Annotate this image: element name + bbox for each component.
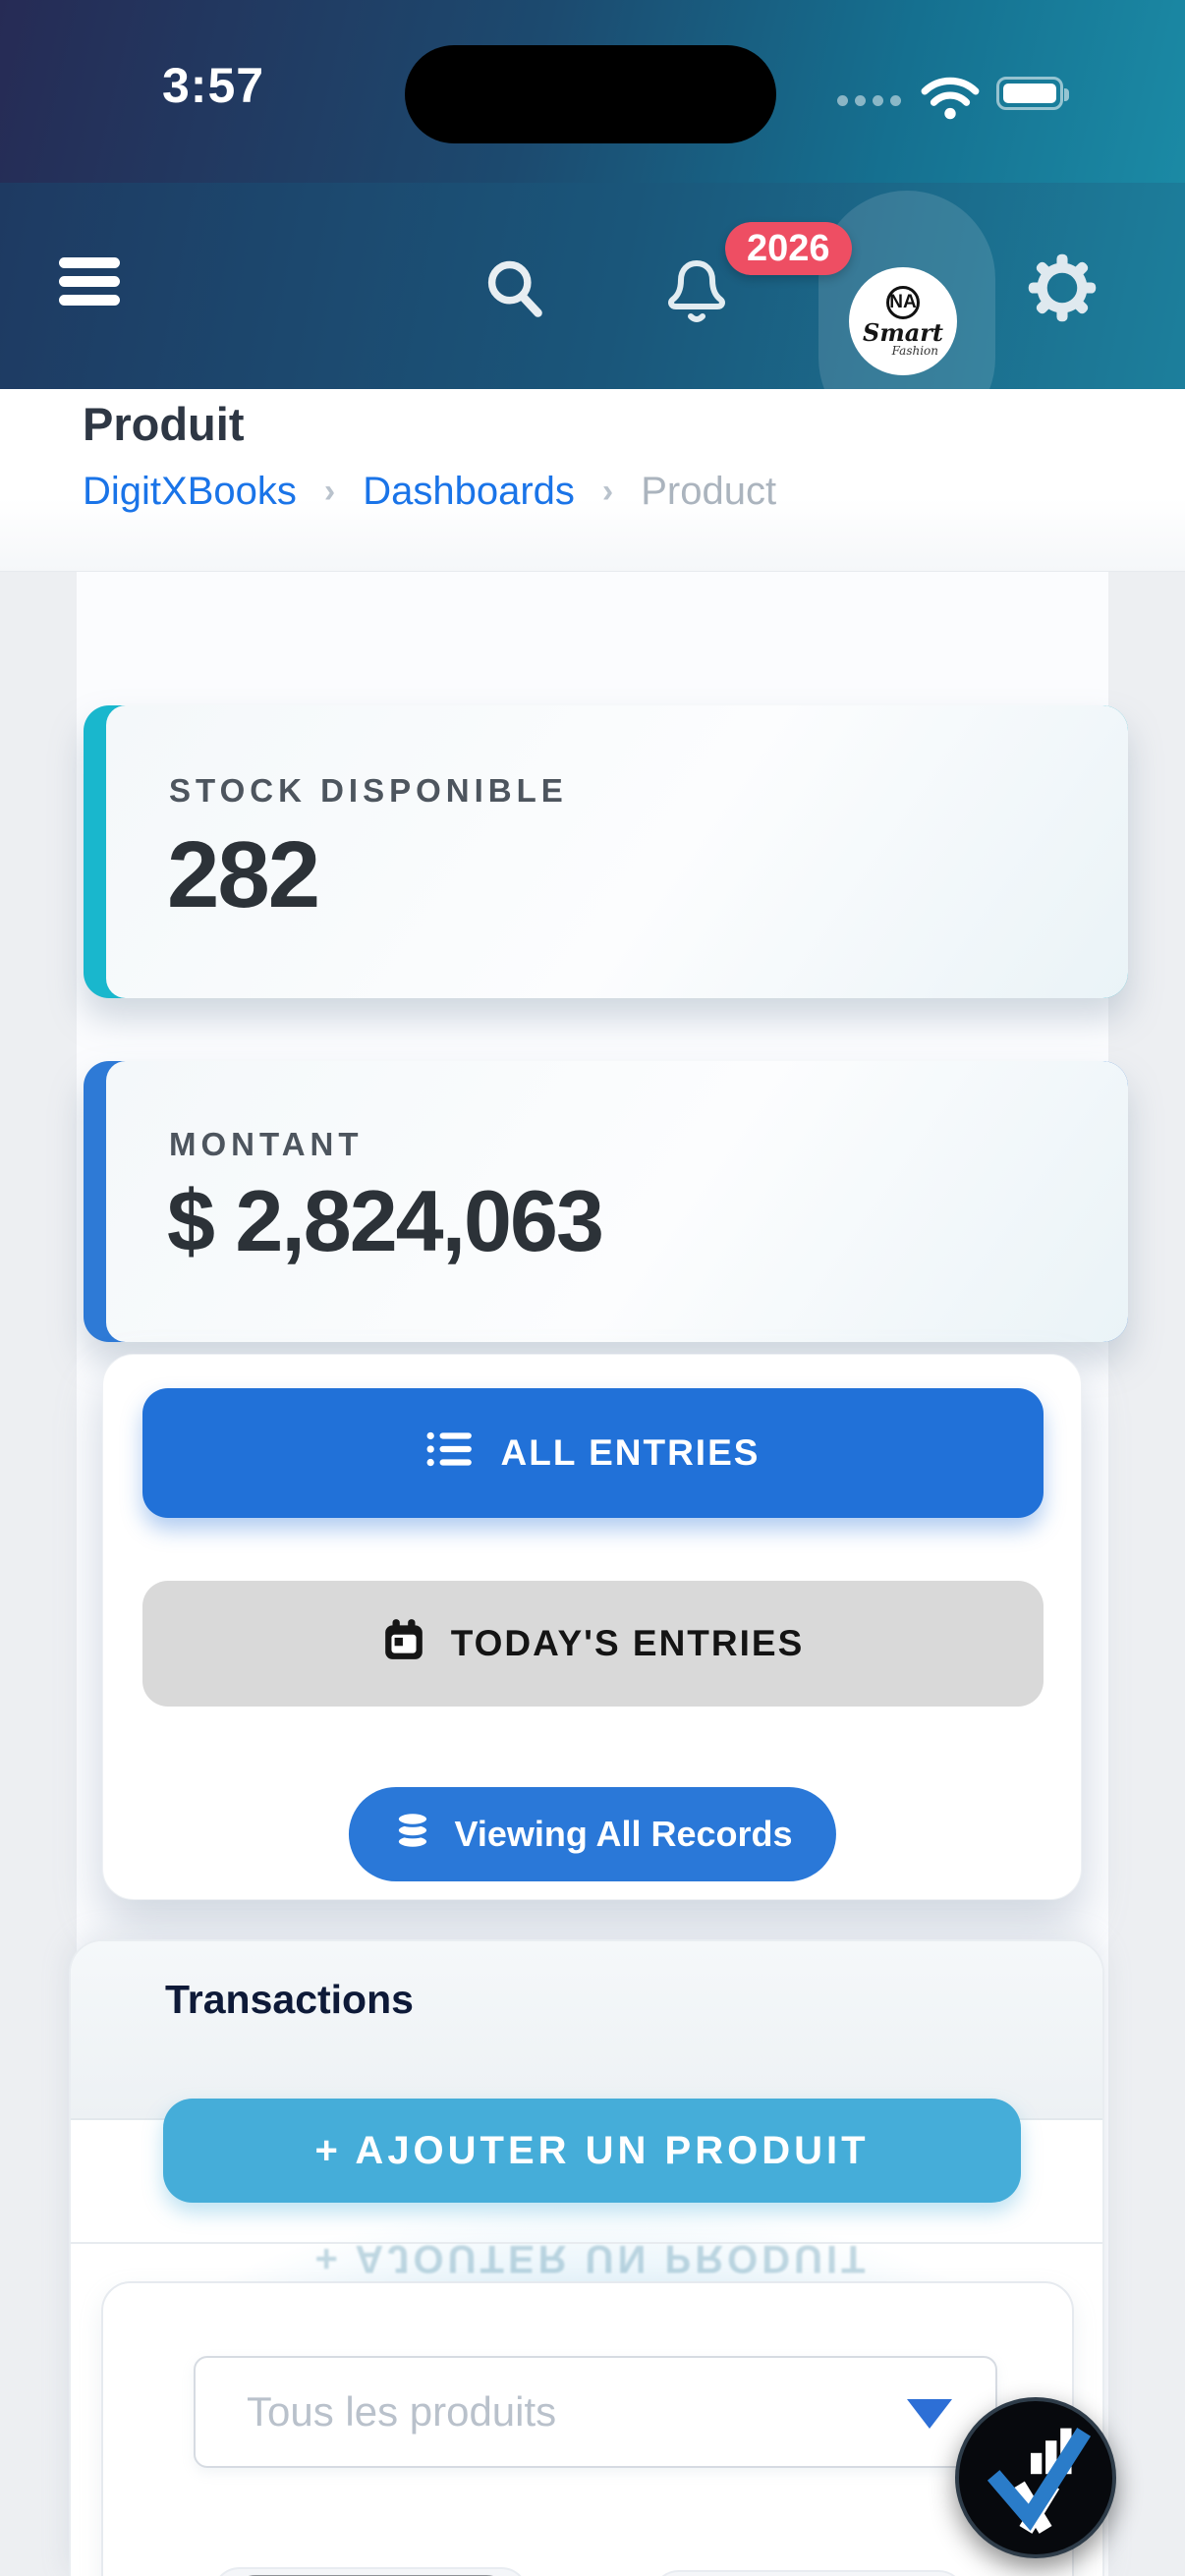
all-entries-button[interactable]: ALL ENTRIES (142, 1388, 1044, 1518)
todays-entries-button[interactable]: TODAY'S ENTRIES (142, 1581, 1044, 1707)
chevron-right-icon: › (323, 473, 336, 510)
transactions-header: Transactions (71, 1941, 1102, 2120)
breadcrumb-dashboards-link[interactable]: Dashboards (363, 470, 575, 513)
search-icon[interactable] (483, 257, 544, 325)
notification-count-badge: 2026 (725, 222, 852, 275)
chevron-down-icon (907, 2399, 952, 2429)
menu-icon[interactable] (59, 257, 120, 313)
dynamic-island (405, 45, 776, 143)
chevron-right-icon: › (601, 473, 614, 510)
product-select[interactable]: Tous les produits (194, 2356, 997, 2468)
cellular-signal-icon (837, 95, 901, 106)
avatar-brand-text: Smart (862, 318, 943, 347)
page-header: Produit DigitXBooks › Dashboards › Produ… (0, 389, 1185, 572)
page-title: Produit (83, 398, 245, 450)
app-nav-bar: 2026 NA Smart Fashion (0, 183, 1185, 389)
amount-label: MONTANT (169, 1126, 364, 1162)
stock-card-body: STOCK DISPONIBLE 282 (106, 705, 1128, 998)
avatar-monogram: NA (886, 286, 920, 319)
stock-label: STOCK DISPONIBLE (169, 772, 568, 809)
status-bar: 3:57 (0, 0, 1185, 183)
amount-card-body: MONTANT $ 2,824,063 (106, 1061, 1128, 1342)
divider (71, 2242, 1102, 2244)
product-filter-card: Tous les produits (101, 2281, 1074, 2576)
avatar-brand-subtext: Fashion (891, 344, 938, 358)
clock: 3:57 (162, 58, 265, 113)
todays-entries-label: TODAY'S ENTRIES (450, 1623, 805, 1663)
settings-gear-icon[interactable] (1026, 252, 1099, 329)
entries-filter-panel: ALL ENTRIES TODAY'S ENTRIES (102, 1354, 1082, 1900)
database-icon (391, 1809, 432, 1861)
list-icon (426, 1429, 476, 1478)
stock-value: 282 (167, 822, 320, 927)
digitxbooks-logo-icon (987, 2427, 1092, 2534)
all-entries-label: ALL ENTRIES (500, 1432, 761, 1473)
viewing-records-chip: Viewing All Records (348, 1787, 836, 1881)
notifications-bell-icon[interactable] (664, 255, 729, 331)
calendar-icon (382, 1617, 425, 1671)
viewing-records-label: Viewing All Records (454, 1814, 793, 1854)
avatar[interactable]: NA Smart Fashion (849, 267, 957, 375)
breadcrumb: DigitXBooks › Dashboards › Product (83, 470, 776, 514)
amount-stat-card: MONTANT $ 2,824,063 (84, 1061, 1128, 1342)
product-select-value: Tous les produits (247, 2388, 557, 2435)
battery-icon (996, 77, 1069, 110)
breadcrumb-home-link[interactable]: DigitXBooks (83, 470, 297, 513)
stock-stat-card: STOCK DISPONIBLE 282 (84, 705, 1128, 998)
transactions-title: Transactions (165, 1977, 414, 2022)
digitxbooks-fab[interactable] (955, 2397, 1116, 2558)
transactions-card: Transactions + AJOUTER UN PRODUIT + AJOU… (69, 1939, 1104, 2576)
hidden-button-right-outline (651, 2570, 966, 2576)
add-product-button[interactable]: + AJOUTER UN PRODUIT (163, 2099, 1021, 2203)
wifi-icon (920, 73, 981, 125)
breadcrumb-current: Product (641, 470, 777, 513)
amount-value: $ 2,824,063 (167, 1172, 604, 1269)
